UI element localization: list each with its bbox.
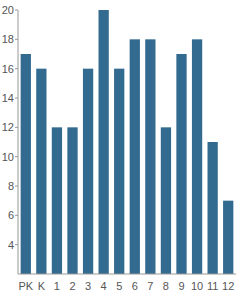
chart: 468101214161820PKK123456789101112 (0, 0, 240, 296)
bar (176, 54, 186, 274)
bar (161, 127, 171, 274)
x-tick-label: 6 (132, 280, 138, 292)
x-tick-label: 8 (163, 280, 169, 292)
x-tick-label: 2 (69, 280, 75, 292)
y-tick-label: 16 (2, 63, 14, 75)
y-axis (18, 10, 19, 274)
bar (52, 127, 62, 274)
bar (223, 201, 233, 274)
x-tick-label: 5 (116, 280, 122, 292)
x-axis (18, 274, 236, 275)
x-tick-label: 9 (178, 280, 184, 292)
bar (21, 54, 31, 274)
y-tick-label: 18 (2, 33, 14, 45)
x-tick-label: 11 (207, 280, 218, 292)
x-tick-label: 10 (191, 280, 203, 292)
bar (99, 10, 109, 274)
bar (192, 39, 202, 274)
y-tick-label: 14 (2, 92, 14, 104)
y-tick-label: 6 (8, 209, 14, 221)
y-tick-label: 10 (2, 151, 14, 163)
x-tick-label: PK (18, 280, 33, 292)
bar (130, 39, 140, 274)
bar (208, 142, 218, 274)
y-tick-label: 8 (8, 180, 14, 192)
x-tick-label: 12 (222, 280, 234, 292)
x-tick-label: 3 (85, 280, 91, 292)
y-tick-label: 20 (2, 4, 14, 16)
x-tick-label: K (38, 280, 46, 292)
x-tick-label: 1 (54, 280, 60, 292)
bar (83, 69, 93, 274)
y-tick-label: 12 (2, 121, 14, 133)
y-tick-label: 4 (8, 239, 14, 251)
bar (145, 39, 155, 274)
x-tick-label: 7 (147, 280, 153, 292)
bar (67, 127, 77, 274)
bar (36, 69, 46, 274)
x-tick-label: 4 (101, 280, 107, 292)
bars (21, 10, 234, 274)
bar (114, 69, 124, 274)
